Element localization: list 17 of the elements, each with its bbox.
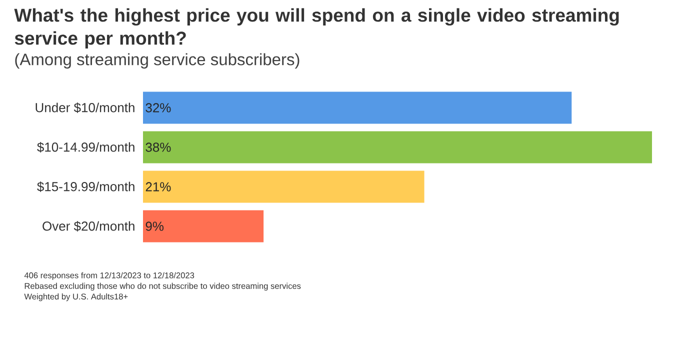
- y-tick-label: $10-14.99/month: [37, 142, 134, 153]
- bar: [143, 92, 572, 124]
- bar: [143, 170, 424, 203]
- text: Rebased excluding those who do not subscribe to video streaming services: [24, 282, 301, 291]
- text: Weighted by U.S. Adults18+: [24, 293, 128, 302]
- data-label: 38%: [146, 142, 171, 152]
- chart-subtitle: (Among streaming service subscribers): [15, 53, 300, 69]
- chart-title: What's the highest price you will spend on a single video streaming service per month?: [14, 8, 619, 48]
- y-tick-label: $15-19.99/month: [37, 181, 134, 192]
- bar: [143, 210, 264, 242]
- text: 406 responses from 12/13/2023 to 12/18/2023: [24, 272, 194, 280]
- data-label: 9%: [146, 222, 164, 231]
- y-tick-label: Under $10/month: [36, 102, 134, 114]
- data-label: 21%: [146, 182, 171, 192]
- bar: [143, 131, 652, 164]
- y-tick-label: Over $20/month: [42, 220, 134, 232]
- data-label: 32%: [146, 103, 171, 112]
